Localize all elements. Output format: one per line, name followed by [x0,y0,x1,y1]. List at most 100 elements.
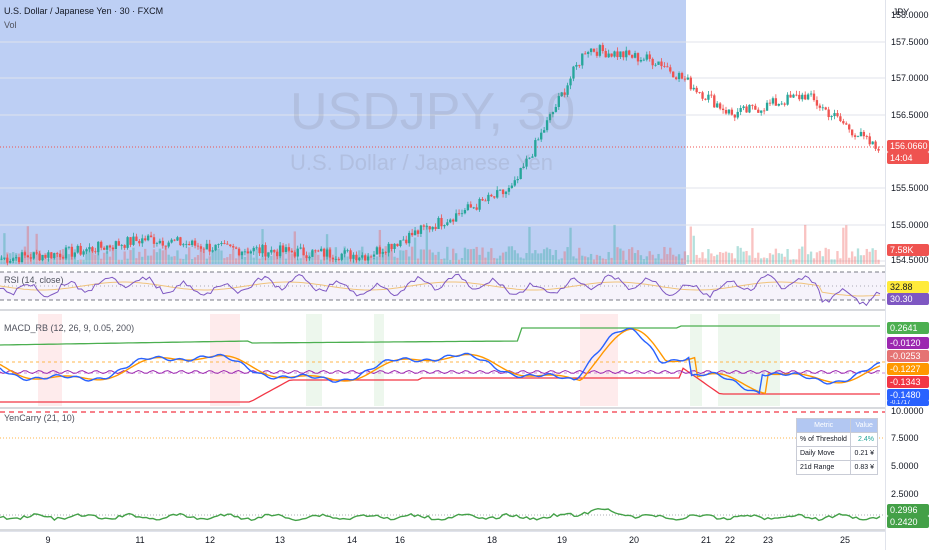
candle-body [798,94,801,100]
rsi-line [0,273,881,307]
volume-bar [812,258,816,264]
volume-bar [859,255,863,264]
candle-body [141,238,144,244]
candle-body [161,240,164,246]
volume-bar [610,257,613,264]
symbol-title[interactable]: U.S. Dollar / Japanese Yen · 30 · FXCM [4,6,164,16]
time-label: 19 [556,535,568,545]
rsi-label[interactable]: RSI (14, close) [4,275,64,285]
candle-body [692,87,695,90]
candle-body [369,256,373,258]
volume-bar [531,253,534,264]
volume-bar [827,249,830,264]
volume-bar [205,258,208,264]
candle-body [413,230,417,236]
candle-body [760,110,763,113]
candle-body [768,102,772,104]
table-row: 21d Range 0.83 ¥ [795,460,878,475]
price-scale[interactable] [885,0,932,550]
volume-bar [460,257,464,264]
volume-bar [604,259,607,264]
candle-body [830,116,833,118]
volume-bar [768,253,772,264]
volume-bar [158,248,162,264]
candle-body [331,257,335,260]
volume-bar [167,254,170,264]
rsi-signal-badge: 32.88 [887,281,929,293]
candle-body [472,207,475,209]
candle-body [305,255,308,259]
volume-bar [258,258,261,264]
candle-body [695,87,698,93]
volume-bar [613,224,616,264]
candle-body [249,251,252,254]
candle-body [689,77,692,90]
candle-body [267,252,270,257]
price-tick: 158.0000 [891,10,929,20]
candle-body [202,248,206,250]
candle-body [179,237,182,246]
candle-body [510,185,514,188]
volume-bar [619,248,622,264]
yencarry-label[interactable]: YenCarry (21, 10) [4,413,75,423]
candle-body [674,77,678,80]
volume-bar [666,254,669,264]
chart-canvas[interactable] [0,0,885,550]
table-cell-value: 0.83 ¥ [850,460,878,475]
candle-body [293,252,296,257]
candle-body [355,254,358,261]
volume-bar [472,248,475,264]
candle-body [710,94,713,96]
candle-body [466,204,470,211]
volume-bar [572,256,575,264]
candle-body [745,106,748,113]
price-tick: 157.5000 [891,37,929,47]
candle-body [425,226,428,228]
candle-body [85,249,88,252]
candle-body [126,237,129,248]
candle-body [0,258,3,260]
volume-bar [721,252,725,264]
volume-bar [545,247,549,264]
volume-bar [410,246,414,264]
candle-body [387,243,390,253]
time-axis[interactable] [0,531,885,550]
candle-body [721,108,725,111]
macd-label[interactable]: MACD_RB (12, 26, 9, 0.05, 200) [4,323,135,333]
candle-body [519,168,522,180]
candle-body [713,95,716,108]
volume-bar [199,247,203,264]
volume-bar [557,259,560,264]
volume-bar [196,255,200,264]
candle-body [9,260,12,263]
table-header-metric: Metric [795,418,852,433]
candle-body [789,94,792,98]
candle-body [874,141,877,149]
candle-body [666,66,669,68]
volume-bar [413,237,417,264]
candle-body [795,94,798,96]
volume-bar [586,257,590,264]
candle-body [100,241,103,248]
volume-bar [305,258,308,264]
candle-body [255,247,258,249]
candle-body [352,254,355,259]
candles [0,42,880,266]
currency-button[interactable]: JPY [892,7,910,17]
volume-bar [522,258,525,264]
table-cell-metric: % of Threshold [795,432,852,447]
volume-bar [293,231,296,264]
volume-label[interactable]: Vol [4,20,17,30]
candle-body [751,104,754,106]
candle-body [170,239,173,243]
volume-bar [141,256,144,264]
candle-body [475,207,478,210]
volume-bar [419,249,423,264]
candle-body [61,257,65,259]
candle-body [493,196,496,198]
volume-bar [478,254,481,264]
candle-body [234,247,238,249]
candle-body [762,110,766,112]
volume-bar [229,253,232,264]
